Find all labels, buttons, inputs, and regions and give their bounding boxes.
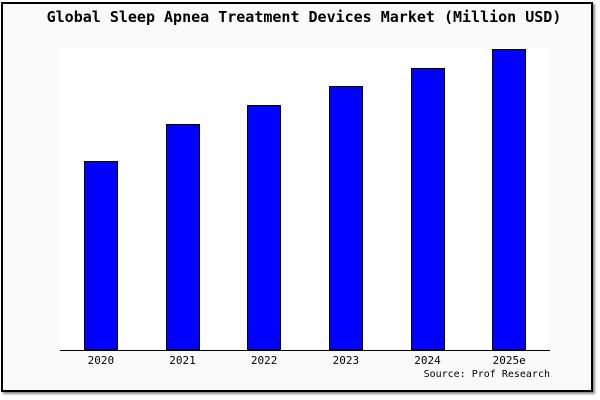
x-tick-2021: 2021 [169, 354, 196, 367]
bar-2021 [165, 123, 200, 350]
bar-slot-2024 [387, 49, 469, 350]
bar-slot-2020 [60, 49, 142, 350]
bar-2020 [83, 160, 118, 350]
bar-slot-2021 [142, 49, 224, 350]
bar-slot-2025e [468, 49, 550, 350]
x-tick-2025e: 2025e [492, 354, 526, 367]
x-axis-tick-labels: 2020 2021 2022 2023 2024 2025e [60, 354, 550, 368]
bar-2022 [247, 105, 282, 350]
x-tick-2022: 2022 [250, 354, 278, 367]
bars-group [60, 49, 550, 350]
source-credit: Source: Prof Research [423, 369, 550, 380]
x-tick-2020: 2020 [87, 354, 115, 367]
x-tick-2024: 2024 [414, 354, 441, 367]
bar-slot-2023 [305, 49, 387, 350]
bar-2023 [328, 86, 363, 350]
chart-title: Global Sleep Apnea Treatment Devices Mar… [46, 8, 562, 26]
bar-slot-2022 [223, 49, 305, 350]
plot-area [60, 48, 550, 351]
bar-2024 [410, 67, 445, 350]
chart-frame: Global Sleep Apnea Treatment Devices Mar… [1, 2, 593, 392]
x-tick-2023: 2023 [332, 354, 360, 367]
bar-2025e [492, 49, 527, 350]
